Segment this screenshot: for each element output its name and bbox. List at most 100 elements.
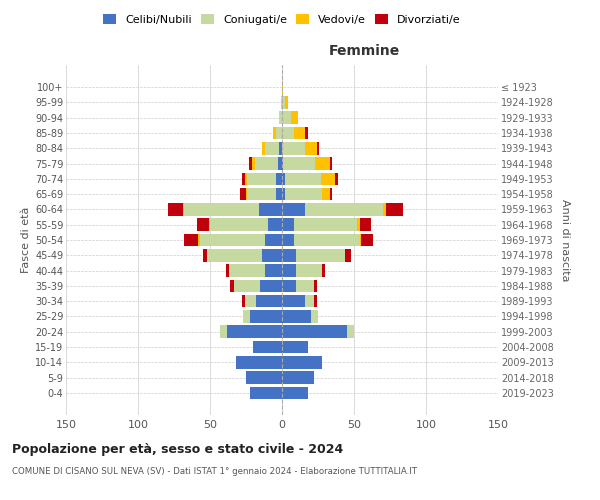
Bar: [285, 188, 322, 200]
Bar: [250, 386, 282, 399]
Bar: [249, 158, 252, 170]
Bar: [274, 127, 276, 140]
Bar: [200, 234, 265, 246]
Bar: [329, 188, 332, 200]
Y-axis label: Fasce di età: Fasce di età: [20, 207, 31, 273]
Bar: [242, 295, 245, 308]
Bar: [290, 112, 298, 124]
Bar: [229, 264, 265, 277]
Bar: [220, 326, 227, 338]
Bar: [282, 386, 308, 399]
Bar: [282, 172, 285, 185]
Bar: [168, 203, 182, 215]
Bar: [226, 264, 229, 277]
Bar: [305, 127, 308, 140]
Bar: [285, 172, 321, 185]
Bar: [247, 188, 276, 200]
Bar: [293, 218, 357, 231]
Bar: [184, 203, 259, 215]
Bar: [282, 280, 296, 292]
Bar: [247, 172, 276, 185]
Bar: [236, 356, 282, 368]
Text: Popolazione per età, sesso e stato civile - 2024: Popolazione per età, sesso e stato civil…: [12, 442, 343, 456]
Bar: [322, 188, 329, 200]
Bar: [282, 127, 293, 140]
Bar: [282, 112, 290, 124]
Bar: [282, 310, 311, 322]
Bar: [276, 188, 282, 200]
Bar: [230, 280, 235, 292]
Bar: [357, 218, 360, 231]
Bar: [245, 172, 247, 185]
Bar: [314, 295, 317, 308]
Bar: [282, 158, 283, 170]
Legend: Celibi/Nubili, Coniugati/e, Vedovi/e, Divorziati/e: Celibi/Nubili, Coniugati/e, Vedovi/e, Di…: [100, 10, 464, 28]
Bar: [281, 96, 282, 108]
Bar: [282, 249, 296, 262]
Bar: [252, 158, 254, 170]
Bar: [296, 264, 322, 277]
Bar: [243, 310, 250, 322]
Bar: [282, 218, 293, 231]
Bar: [250, 310, 282, 322]
Bar: [282, 188, 285, 200]
Bar: [279, 112, 282, 124]
Bar: [347, 326, 354, 338]
Bar: [256, 295, 282, 308]
Bar: [260, 280, 282, 292]
Bar: [282, 142, 305, 154]
Bar: [293, 234, 360, 246]
Bar: [282, 340, 308, 353]
Bar: [317, 142, 319, 154]
Bar: [315, 158, 329, 170]
Bar: [182, 203, 184, 215]
Bar: [361, 234, 373, 246]
Bar: [203, 249, 207, 262]
Bar: [246, 372, 282, 384]
Bar: [296, 280, 314, 292]
Bar: [253, 340, 282, 353]
Text: COMUNE DI CISANO SUL NEVA (SV) - Dati ISTAT 1° gennaio 2024 - Elaborazione TUTTI: COMUNE DI CISANO SUL NEVA (SV) - Dati IS…: [12, 468, 417, 476]
Text: Femmine: Femmine: [328, 44, 400, 58]
Bar: [282, 326, 347, 338]
Bar: [265, 234, 282, 246]
Bar: [276, 127, 282, 140]
Bar: [386, 203, 403, 215]
Y-axis label: Anni di nascita: Anni di nascita: [560, 198, 571, 281]
Bar: [278, 158, 282, 170]
Bar: [321, 172, 335, 185]
Bar: [311, 310, 318, 322]
Bar: [360, 218, 371, 231]
Bar: [265, 142, 279, 154]
Bar: [314, 280, 317, 292]
Bar: [282, 81, 283, 94]
Bar: [265, 264, 282, 277]
Bar: [335, 172, 338, 185]
Bar: [305, 203, 383, 215]
Bar: [282, 356, 322, 368]
Bar: [242, 172, 245, 185]
Bar: [240, 188, 246, 200]
Bar: [197, 218, 209, 231]
Bar: [259, 203, 282, 215]
Bar: [283, 158, 315, 170]
Bar: [235, 280, 260, 292]
Bar: [276, 172, 282, 185]
Bar: [282, 234, 293, 246]
Bar: [282, 295, 305, 308]
Bar: [262, 142, 265, 154]
Bar: [262, 249, 282, 262]
Bar: [293, 127, 305, 140]
Bar: [184, 234, 199, 246]
Bar: [254, 158, 278, 170]
Bar: [282, 372, 314, 384]
Bar: [279, 142, 282, 154]
Bar: [346, 249, 351, 262]
Bar: [305, 142, 317, 154]
Bar: [322, 264, 325, 277]
Bar: [329, 158, 332, 170]
Bar: [282, 203, 305, 215]
Bar: [199, 234, 200, 246]
Bar: [305, 295, 314, 308]
Bar: [285, 96, 288, 108]
